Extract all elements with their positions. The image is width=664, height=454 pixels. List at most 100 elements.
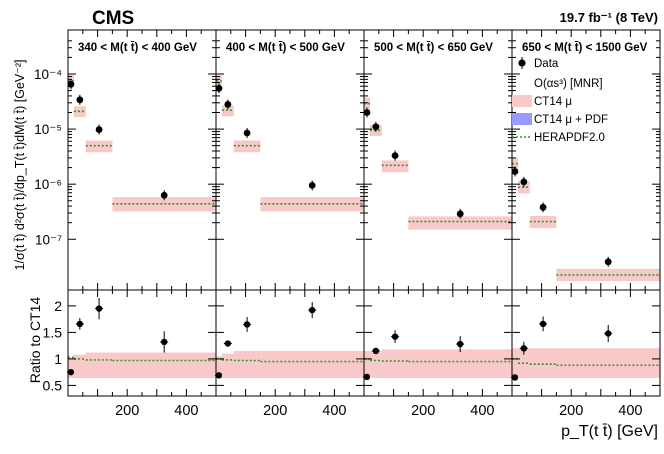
panel-4: 650 < M(t t̄) < 1500 GeV: [510, 29, 661, 397]
ratio-panel-frame: [215, 289, 365, 397]
ratio-point: [243, 321, 251, 328]
data-point: [539, 203, 547, 211]
ratio-point: [539, 320, 547, 328]
panel-label: 500 < M(t t̄) < 650 GeV: [374, 42, 493, 54]
legend-swatch-ct14-mu-pdf: [512, 113, 532, 125]
ct14-band: [364, 97, 370, 110]
ratio-point: [605, 330, 612, 337]
data-point: [76, 96, 84, 104]
legend-label-ct14-mu-pdf: CT14 μ + PDF: [534, 114, 608, 126]
data-point: [391, 152, 399, 160]
ratio-y-tick-labels: 0.5 1 1.5 2: [43, 298, 63, 394]
ratio-panel-frame: [363, 289, 513, 397]
ratio-ct14-band: [73, 354, 86, 378]
x-tick-label: 400: [322, 403, 346, 419]
x-tick-label: 400: [470, 403, 494, 419]
legend-swatch-ct14-mu: [512, 95, 532, 107]
x-tick-label: 400: [618, 403, 642, 419]
ct14-band: [556, 268, 660, 281]
panel-2: 400 < M(t t̄) < 500 GeV: [214, 29, 365, 397]
legend-label-herapdf: HERAPDF2.0: [534, 132, 605, 144]
data-point: [520, 178, 528, 186]
legend-item-ct14-mu-pdf: CT14 μ + PDF: [512, 113, 608, 126]
x-axis-title: p_T(t t̄) [GeV]: [561, 423, 658, 440]
ratio-panel-frame: [511, 289, 661, 397]
top-y-tick-label: 10⁻⁵: [34, 122, 62, 137]
top-y-tick-label: 10⁻⁷: [35, 232, 62, 247]
ratio-ct14-band: [68, 357, 74, 378]
ratio-ct14-band: [260, 350, 364, 378]
ratio-y-tick-label: 1: [54, 351, 62, 367]
top-y-tick-labels: 10⁻⁷ 10⁻⁶ 10⁻⁵ 10⁻⁴: [34, 67, 62, 247]
ratio-y-tick-label: 0.5: [43, 377, 63, 393]
ratio-point: [372, 347, 380, 355]
data-point: [95, 126, 103, 133]
data-point: [243, 129, 251, 137]
ratio-point: [520, 345, 528, 352]
top-y-axis-title: 1/σ(t t̄) d²σ(t t̄)/dp_T(t t̄)dM(t t̄) […: [13, 60, 27, 271]
ratio-point: [161, 338, 168, 346]
top-panel-frame: [363, 29, 513, 291]
ratio-ct14-band: [112, 352, 216, 378]
x-tick-label: 200: [263, 403, 287, 419]
legend-item-data: Data: [518, 57, 559, 70]
panel-label: 400 < M(t t̄) < 500 GeV: [226, 42, 345, 54]
ratio-point: [391, 333, 399, 340]
data-point: [372, 123, 380, 131]
top-y-tick-label: 10⁻⁶: [34, 177, 62, 192]
ratio-point: [511, 374, 519, 381]
ratio-ct14-band: [381, 349, 409, 378]
ratio-ct14-band: [408, 349, 512, 378]
legend-label-mnr: O(αs³) [MNR]: [534, 78, 603, 90]
legend-label-ct14-mu: CT14 μ: [534, 96, 572, 108]
ratio-ct14-band: [233, 350, 261, 378]
x-tick-label: 200: [115, 403, 139, 419]
lumi-label: 19.7 fb⁻¹ (8 TeV): [560, 10, 658, 25]
ratio-panel-frame: [67, 289, 217, 397]
ratio-ct14-band: [369, 350, 382, 378]
legend-data-marker: [518, 59, 526, 67]
x-tick-label: 400: [174, 403, 198, 419]
ratio-ct14-band: [556, 348, 660, 378]
ratio-point: [67, 368, 75, 376]
ratio-point: [76, 320, 84, 328]
data-point: [456, 210, 464, 218]
top-panel-frame: [67, 29, 217, 291]
top-panel-frame: [215, 29, 365, 291]
legend-item-ct14-mu: CT14 μ: [512, 95, 572, 108]
x-tick-label: 200: [559, 403, 583, 419]
panels: 340 < M(t t̄) < 400 GeV 400 < M(t t̄) < 5…: [66, 29, 661, 397]
experiment-label: CMS: [92, 8, 134, 29]
ratio-point: [215, 372, 223, 379]
ct14-band: [381, 160, 409, 173]
ratio-ct14-band: [512, 348, 518, 378]
ratio-y-tick-label: 1.5: [43, 324, 63, 340]
ratio-ct14-band: [529, 348, 557, 378]
ratio-point: [95, 305, 103, 312]
ratio-ct14-band: [85, 352, 113, 378]
ct14-band: [408, 216, 512, 230]
ratio-point: [363, 373, 371, 381]
ratio-y-tick-label: 2: [54, 298, 62, 314]
data-point: [308, 182, 316, 189]
top-y-tick-label: 10⁻⁴: [34, 67, 62, 82]
data-point: [160, 191, 168, 199]
ratio-ct14-band: [364, 350, 370, 378]
panel-label: 340 < M(t t̄) < 400 GeV: [78, 42, 197, 54]
ct14-band: [216, 75, 222, 86]
panel-1: 340 < M(t t̄) < 400 GeV: [66, 29, 217, 397]
legend-label-data: Data: [534, 58, 559, 70]
ratio-y-axis-title: Ratio to CT14: [27, 297, 43, 384]
ct14-band: [112, 197, 216, 212]
legend: Data O(αs³) [MNR] CT14 μ CT14 μ + PDF HE…: [512, 57, 608, 144]
legend-item-herapdf: HERAPDF2.0: [512, 132, 605, 144]
ct14-band: [512, 157, 518, 170]
panel-label: 650 < M(t t̄) < 1500 GeV: [522, 42, 648, 54]
ratio-ct14-band: [216, 356, 222, 378]
ratio-point: [457, 340, 464, 348]
x-tick-label: 200: [411, 403, 435, 419]
ct14-band: [260, 197, 364, 212]
data-point: [604, 258, 612, 266]
